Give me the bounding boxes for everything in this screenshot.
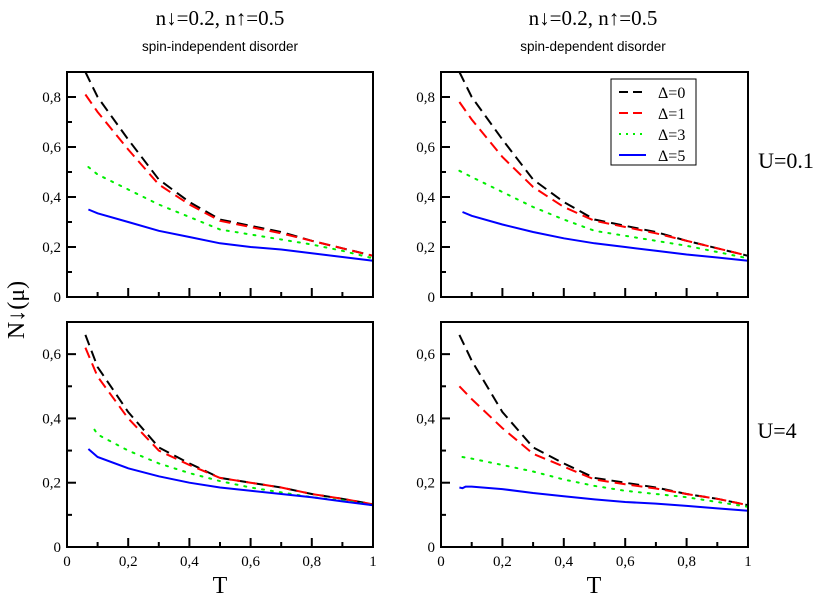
plot-frame [440,71,749,298]
series-line-delta-3 [458,169,749,260]
legend-label: Δ=0 [658,85,685,102]
column-subtitle-left: spin-independent disorder [142,39,299,54]
x-tick-label: 1 [744,554,752,570]
y-tick-label: 0,2 [42,476,61,492]
series-line-delta-1 [84,347,374,506]
panel-bottom-right: 0 0,2 0,4 0,6 0,8 1 0 0,2 0,4 0,6 [416,321,752,570]
y-tick-label: 0,2 [416,240,435,256]
y-tick-label: 0,4 [416,190,435,206]
series-line-delta-0 [458,71,749,257]
column-title-right: n↓=0.2, n↑=0.5 [529,6,658,30]
x-tick-label: 0 [437,554,445,570]
x-tick-label: 0 [63,554,71,570]
series-line-delta-3 [93,428,374,507]
y-tick-label: 0 [428,290,436,306]
y-tick-label: 0,4 [416,411,435,427]
y-tick-label: 0,6 [416,140,435,156]
plot-frame [66,321,374,548]
y-tick-label: 0,2 [416,476,435,492]
x-axis-label-right: T [587,573,602,597]
legend-label: Δ=3 [658,127,685,144]
x-tick-label: 0,8 [302,554,321,570]
series-line-delta-0 [84,334,374,506]
series-line-delta-5 [88,208,374,262]
series-line-delta-5 [462,211,749,262]
series-line-delta-3 [87,166,374,260]
panel-bottom-left: 0 0,2 0,4 0,6 0,8 1 0 0,2 0,4 0,6 [42,321,377,570]
series-line-delta-3 [461,456,749,508]
column-subtitle-right: spin-dependent disorder [520,39,666,54]
series-line-delta-0 [458,334,749,507]
x-tick-label: 0,6 [241,554,260,570]
row-label-bottom: U=4 [757,418,796,443]
row-label-top: U=0.1 [758,148,814,173]
series-line-delta-1 [84,93,374,257]
plot-frame [440,321,749,548]
x-tick-label: 0,2 [119,554,138,570]
series-line-delta-0 [84,71,374,257]
legend-label: Δ=1 [658,106,685,123]
y-tick-label: 0,8 [416,90,435,106]
y-tick-label: 0,6 [42,347,61,363]
y-tick-label: 0,6 [42,140,61,156]
x-tick-label: 0,4 [180,554,199,570]
legend: Δ=0 Δ=1 Δ=3 Δ=5 [610,78,697,166]
y-tick-label: 0,4 [42,411,61,427]
y-tick-label: 0,6 [416,347,435,363]
series-line-delta-1 [458,101,749,257]
x-tick-label: 0,8 [677,554,696,570]
legend-label: Δ=5 [658,148,685,165]
y-tick-label: 0 [54,540,62,556]
column-title-left: n↓=0.2, n↑=0.5 [156,6,285,30]
y-tick-label: 0,2 [42,240,61,256]
panel-top-right: 0 0,2 0,4 0,6 0,8 Δ=0 Δ=1 Δ=3 Δ=5 [416,71,749,306]
y-axis-label: N↓(μ) [4,281,30,339]
legend-box [610,78,697,166]
plot-frame [66,71,374,298]
series-line-delta-5 [459,485,749,512]
x-axis-label-left: T [213,573,228,597]
y-tick-label: 0,4 [42,190,61,206]
x-tick-label: 1 [369,554,377,570]
series-line-delta-5 [87,448,374,507]
y-tick-label: 0 [54,290,62,306]
y-tick-label: 0 [428,540,436,556]
x-tick-label: 0,4 [554,554,573,570]
x-tick-label: 0,6 [616,554,635,570]
y-tick-label: 0,8 [42,90,61,106]
panel-top-left: 0 0,2 0,4 0,6 0,8 [42,71,374,306]
x-tick-label: 0,2 [493,554,512,570]
